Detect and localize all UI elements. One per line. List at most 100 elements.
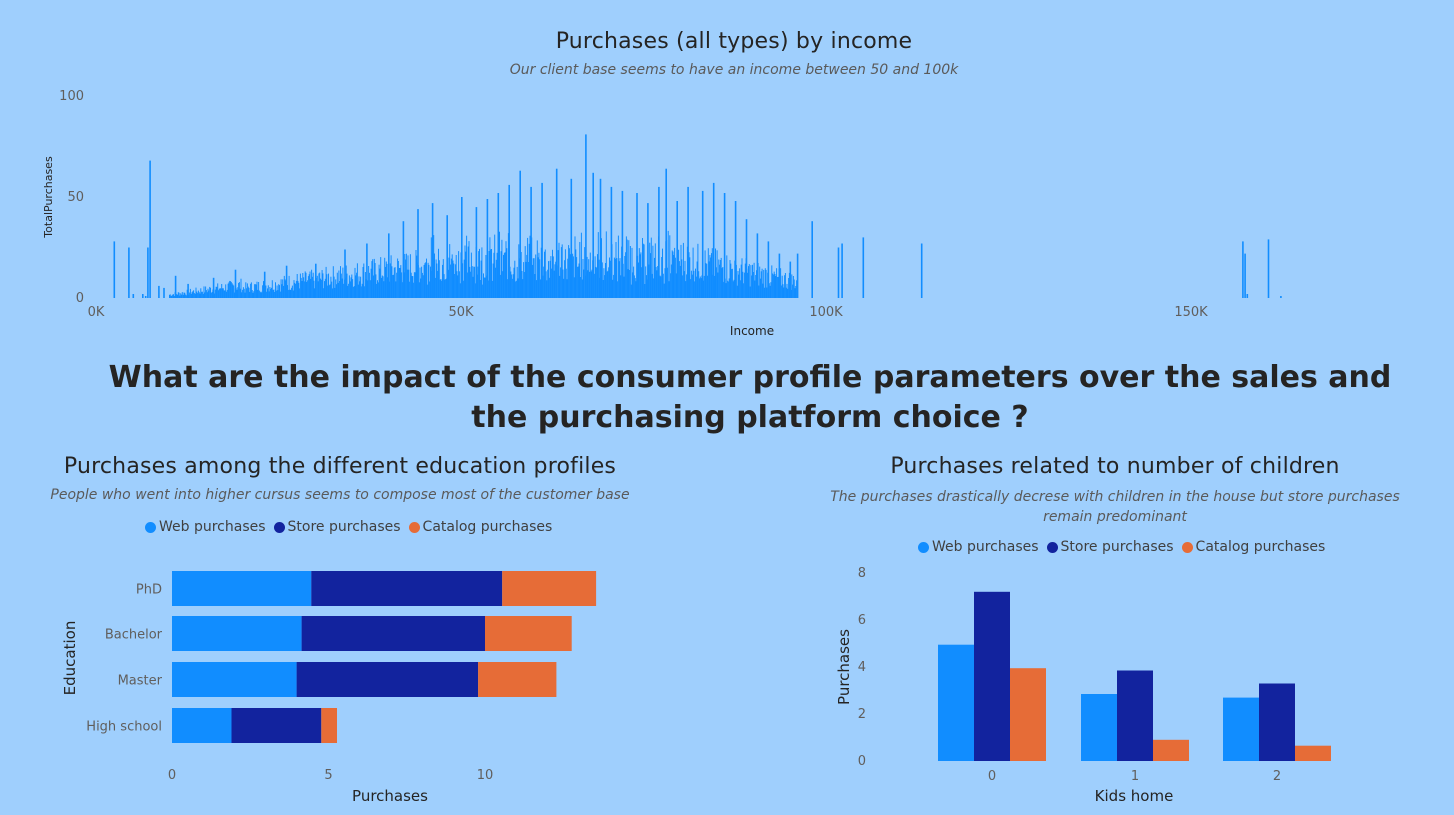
income-bar — [237, 287, 239, 298]
income-bar — [667, 230, 669, 298]
income-bar — [644, 284, 646, 298]
y-tick-label: 0 — [858, 754, 866, 769]
income-bar — [761, 268, 763, 298]
income-bar — [478, 251, 480, 298]
income-bar — [250, 283, 252, 298]
education-bar — [485, 616, 572, 651]
income-bar — [315, 263, 317, 298]
income-bar — [348, 283, 350, 298]
legend-item-store[interactable]: Store purchases — [1046, 539, 1174, 555]
legend-item-store[interactable]: Store purchases — [273, 519, 401, 535]
income-bar — [370, 268, 372, 298]
income-bar — [240, 278, 242, 298]
income-bar — [205, 286, 207, 298]
income-bar — [707, 248, 709, 298]
legend-item-catalog[interactable]: Catalog purchases — [408, 519, 552, 535]
income-bar — [331, 281, 333, 298]
income-bar — [144, 296, 147, 298]
income-bar — [654, 257, 655, 298]
income-bar — [367, 280, 369, 298]
income-bar — [730, 263, 732, 298]
income-bar — [142, 294, 144, 298]
income-bar — [306, 282, 308, 298]
income-bar — [782, 284, 784, 298]
income-bar — [242, 287, 244, 298]
income-bar — [447, 269, 449, 298]
income-bar — [201, 291, 203, 298]
income-bar — [271, 287, 272, 298]
income-bar — [518, 244, 520, 298]
income-bar — [368, 266, 370, 298]
income-bar — [400, 265, 402, 298]
income-bar — [671, 250, 673, 298]
income-bar — [230, 281, 231, 298]
income-bar — [193, 290, 195, 298]
income-bar — [352, 287, 354, 298]
income-bar — [325, 266, 327, 298]
income-bar — [215, 286, 217, 298]
legend-item-web[interactable]: Web purchases — [918, 539, 1039, 555]
income-bar — [399, 267, 401, 298]
income-bar — [587, 270, 589, 298]
income-bar — [795, 286, 797, 298]
income-bar — [329, 284, 331, 298]
children-chart: 0 2 4 6 8 0 1 2 Kids home Purchases — [835, 566, 1331, 805]
income-bar — [701, 190, 704, 298]
income-bar — [712, 182, 715, 298]
income-bar — [501, 239, 503, 298]
legend-item-catalog[interactable]: Catalog purchases — [1181, 539, 1325, 555]
income-bar — [248, 287, 250, 298]
income-bar — [692, 247, 694, 298]
income-bar — [678, 250, 680, 298]
income-bar — [473, 266, 475, 298]
income-bar — [409, 281, 411, 298]
income-bar — [312, 272, 314, 298]
income-bar — [656, 270, 658, 298]
income-bar — [557, 250, 559, 298]
income-bar — [337, 282, 339, 298]
income-bar — [575, 249, 577, 298]
income-bar — [524, 246, 526, 298]
income-bar — [259, 292, 261, 298]
income-bar — [581, 279, 583, 298]
income-bar — [608, 267, 610, 298]
income-bar — [474, 266, 476, 298]
income-bar — [491, 249, 492, 298]
income-bar — [650, 253, 651, 298]
income-bar — [733, 279, 735, 298]
income-bar — [301, 281, 303, 298]
income-bar — [303, 281, 305, 298]
income-bar — [298, 282, 300, 298]
legend-item-web[interactable]: Web purchases — [145, 519, 266, 535]
income-bar — [523, 272, 525, 298]
income-bar — [328, 273, 329, 298]
income-bar — [269, 287, 271, 298]
income-bar — [708, 261, 710, 298]
income-bar — [770, 282, 772, 298]
income-bar — [528, 243, 530, 298]
income-bar — [318, 273, 320, 298]
y-axis-title: TotalPurchases — [42, 156, 55, 239]
income-bar — [662, 248, 663, 298]
income-bar — [219, 288, 221, 298]
income-bar — [466, 235, 468, 298]
income-bar — [132, 294, 135, 298]
income-bar — [711, 253, 712, 298]
income-bar — [559, 275, 561, 298]
income-bar — [555, 261, 557, 298]
category-label: High school — [86, 720, 162, 735]
income-bar — [591, 269, 593, 298]
income-bar — [551, 268, 553, 298]
legend-label: Web purchases — [159, 519, 266, 535]
income-bar — [668, 281, 670, 298]
income-bar — [172, 294, 174, 298]
income-bar — [664, 268, 666, 298]
income-bar — [658, 186, 660, 298]
income-bar — [651, 273, 653, 298]
income-bar — [401, 282, 403, 298]
income-bar — [204, 292, 206, 298]
income-bar — [181, 294, 182, 298]
income-bar — [417, 209, 419, 298]
income-bar — [676, 201, 678, 298]
income-bar — [639, 254, 641, 298]
